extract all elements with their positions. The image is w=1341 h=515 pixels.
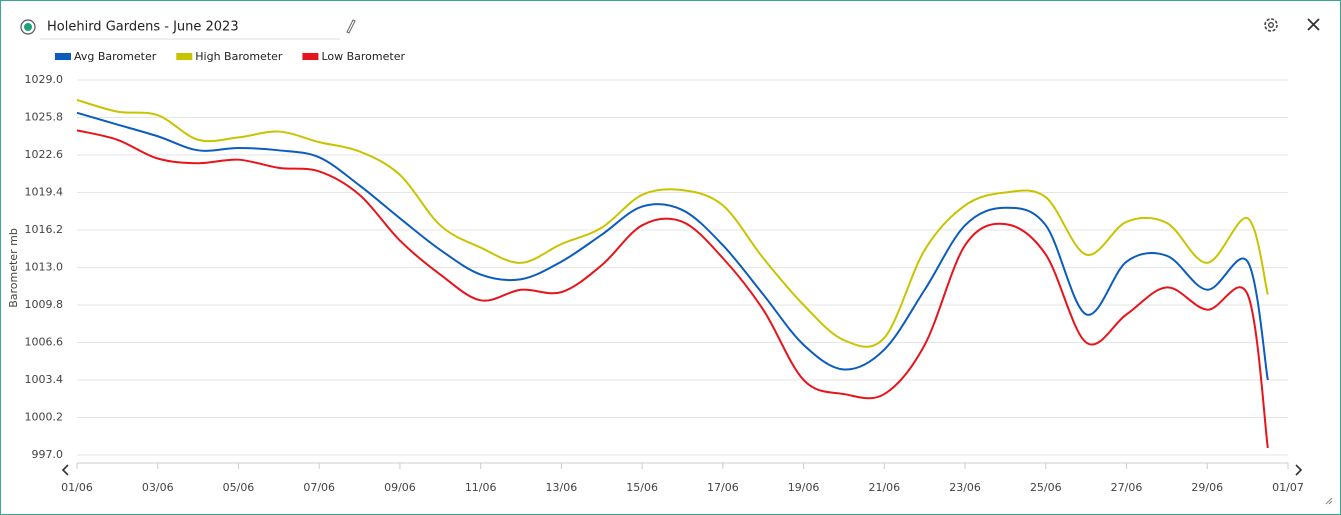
legend-label: High Barometer xyxy=(195,50,283,63)
settings-icon[interactable] xyxy=(1264,18,1278,32)
y-tick-label: 1013.0 xyxy=(25,261,64,274)
close-icon[interactable] xyxy=(1307,18,1320,31)
x-tick-label: 21/06 xyxy=(868,481,900,494)
legend-label: Avg Barometer xyxy=(74,50,157,63)
edit-icon[interactable] xyxy=(346,19,356,34)
y-tick-label: 1009.8 xyxy=(25,298,64,311)
legend-swatch xyxy=(55,53,71,60)
x-tick-label: 25/06 xyxy=(1030,481,1062,494)
y-tick-label: 997.0 xyxy=(32,448,64,461)
y-tick-label: 1003.4 xyxy=(25,373,64,386)
x-tick-label: 07/06 xyxy=(303,481,335,494)
x-tick-label: 17/06 xyxy=(707,481,739,494)
status-dot xyxy=(24,23,32,31)
y-tick-label: 1022.6 xyxy=(25,148,64,161)
x-tick-label: 05/06 xyxy=(223,481,255,494)
scroll-right[interactable] xyxy=(1295,464,1303,476)
y-tick-label: 1019.4 xyxy=(25,186,64,199)
x-tick-label: 15/06 xyxy=(626,481,658,494)
series-line xyxy=(76,98,1269,348)
legend-swatch xyxy=(302,53,319,60)
y-tick-label: 1029.0 xyxy=(25,73,64,86)
resize-handle[interactable] xyxy=(1325,497,1333,505)
x-tick-label: 13/06 xyxy=(546,481,578,494)
legend-label: Low Barometer xyxy=(321,50,405,63)
y-axis-label: Barometer mb xyxy=(7,228,20,308)
x-tick-label: 09/06 xyxy=(384,481,416,494)
x-tick-label: 19/06 xyxy=(788,481,820,494)
y-tick-label: 1025.8 xyxy=(25,111,64,124)
x-tick-label: 11/06 xyxy=(465,481,497,494)
legend-swatch xyxy=(176,53,193,60)
series-line xyxy=(76,129,1269,449)
x-tick-label: 29/06 xyxy=(1191,481,1223,494)
chart-title[interactable]: Holehird Gardens - June 2023 xyxy=(47,20,239,35)
x-tick-label: 27/06 xyxy=(1111,481,1143,494)
y-tick-label: 1006.6 xyxy=(25,336,64,349)
y-tick-label: 1016.2 xyxy=(25,223,64,236)
x-tick-label: 23/06 xyxy=(949,481,981,494)
y-tick-label: 1000.2 xyxy=(25,411,64,424)
x-tick-label: 01/07 xyxy=(1272,481,1304,494)
series-line xyxy=(76,111,1269,381)
x-tick-label: 01/06 xyxy=(61,481,93,494)
scroll-left[interactable] xyxy=(61,464,69,476)
x-tick-label: 03/06 xyxy=(142,481,174,494)
